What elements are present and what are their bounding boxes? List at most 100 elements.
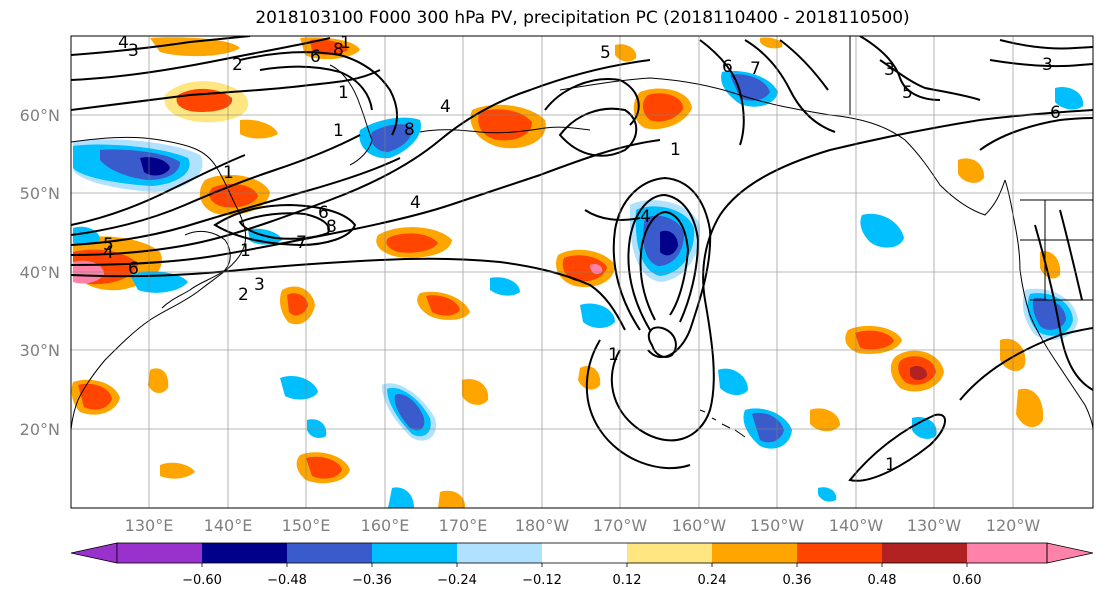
colorbar-segment <box>372 543 457 563</box>
pv-contour <box>239 51 398 136</box>
colorbar-tick-label: −0.36 <box>352 573 392 588</box>
map-layers: 4 3 2 1 6 8 1 1 4 6 8 1 2 3 4 5 6 7 8 3 … <box>71 33 1093 508</box>
pv-contour <box>259 65 373 111</box>
lat-tick-label: 20°N <box>20 420 60 439</box>
contour-label: 4 <box>440 97 451 117</box>
coastline-asia <box>71 136 247 431</box>
pv-contour <box>71 59 651 256</box>
colorbar-arrow-left <box>70 542 118 564</box>
precip-positive-blob <box>590 263 603 274</box>
colorbar-segment <box>117 543 202 563</box>
contour-label: 8 <box>404 120 415 140</box>
precip-positive-blob <box>78 383 112 410</box>
precip-positive-blob <box>462 378 489 405</box>
contour-label: 1 <box>223 163 234 183</box>
pv-contour <box>879 59 981 101</box>
precip-positive-blob <box>855 330 894 350</box>
coastline-alaska <box>559 77 1006 216</box>
figure-title: 2018103100 F000 300 hPa PV, precipitatio… <box>255 8 910 28</box>
pv-contour <box>71 37 331 81</box>
contour-label: 7 <box>750 59 761 79</box>
colorbar-segment <box>882 543 967 563</box>
pv-contour <box>213 203 357 247</box>
contour-label: 1 <box>333 121 344 141</box>
pv-contour <box>699 39 745 146</box>
pv-contour <box>71 154 246 226</box>
map-frame <box>70 35 1094 509</box>
precip-positive-blob <box>426 295 460 316</box>
pv-contour <box>584 209 641 221</box>
lat-tick-label: 30°N <box>20 341 60 360</box>
pv-contours <box>71 36 1093 482</box>
contour-label: 1 <box>670 140 681 160</box>
colorbar-tick-label: 0.48 <box>868 573 897 588</box>
contour-label: 8 <box>333 40 344 60</box>
lon-tick-label: 120°W <box>986 516 1041 535</box>
colorbar-tick-label: 0.36 <box>783 573 812 588</box>
contour-label: 6 <box>722 57 733 77</box>
pv-contour <box>71 134 361 236</box>
precip-negative-blob <box>1055 86 1084 110</box>
pv-contour <box>71 257 626 331</box>
lon-tick-label: 160°W <box>672 516 727 535</box>
lon-axis: 130°E 140°E 150°E 160°E 170°E 180°W 170°… <box>125 516 1041 535</box>
colorbar-segment <box>627 543 712 563</box>
contour-label: 8 <box>326 217 337 237</box>
lon-tick-label: 130°E <box>125 516 174 535</box>
pv-contour <box>647 326 677 358</box>
precip-negative-blob <box>718 368 748 396</box>
precip-positive-blob <box>562 255 607 282</box>
contour-label: 1 <box>240 241 251 261</box>
contour-label: 2 <box>238 285 249 305</box>
pv-contour <box>779 39 829 91</box>
colorbar: −0.60 −0.48 −0.36 −0.24 −0.12 0.12 0.24 … <box>70 542 1094 588</box>
precip-negative-blob <box>394 394 425 431</box>
colorbar-frame <box>116 542 1048 564</box>
pv-contour <box>585 339 691 470</box>
precip-positive-blob <box>1016 388 1044 428</box>
colorbar-segment <box>457 543 542 563</box>
pv-contour <box>979 117 1093 151</box>
pv-contour <box>1059 209 1083 301</box>
precip-negative-blob <box>660 230 678 256</box>
pv-contour <box>558 107 638 157</box>
lon-tick-label: 140°E <box>204 516 253 535</box>
pv-contour <box>744 39 836 133</box>
contour-label: 4 <box>410 193 421 213</box>
contour-label: 5 <box>902 83 913 103</box>
hawaii-islands <box>699 409 746 438</box>
colorbar-tick-label: 0.12 <box>613 573 642 588</box>
contour-label: 1 <box>885 455 896 475</box>
precip-positive-blob <box>287 293 308 316</box>
contour-label: 1 <box>608 345 619 365</box>
colorbar-segment <box>967 543 1047 563</box>
pv-contour <box>71 69 381 111</box>
colorbar-ticks <box>201 563 968 567</box>
colorbar-tick-label: 0.60 <box>953 573 982 588</box>
contour-labels: 4 3 2 1 6 8 1 1 4 6 8 1 2 3 4 5 6 7 8 3 … <box>103 33 1061 475</box>
precip-positive-blob <box>578 365 601 390</box>
precip-negative-blob <box>490 277 520 296</box>
contour-label: 2 <box>232 55 243 75</box>
contour-label: 6 <box>1050 103 1061 123</box>
precip-positive-blob <box>438 490 466 508</box>
lon-tick-label: 140°W <box>829 516 884 535</box>
pv-contour <box>959 327 1093 401</box>
coastline-kamchatka <box>329 64 373 166</box>
lon-tick-label: 170°E <box>439 516 488 535</box>
colorbar-segment <box>287 543 372 563</box>
contour-label: 3 <box>884 60 895 80</box>
pv-contour <box>238 212 330 240</box>
precip-positive-blob <box>306 456 342 479</box>
contour-label: 6 <box>310 47 321 67</box>
pv-contour <box>1034 224 1093 391</box>
precip-shading <box>71 37 1084 508</box>
contour-label: 1 <box>338 83 349 103</box>
lat-tick-label: 50°N <box>20 184 60 203</box>
coastlines <box>71 36 1093 438</box>
contour-label: 1 <box>340 33 351 53</box>
contour-label: 7 <box>296 233 307 253</box>
colorbar-segment <box>202 543 287 563</box>
lon-tick-label: 180°W <box>515 516 570 535</box>
